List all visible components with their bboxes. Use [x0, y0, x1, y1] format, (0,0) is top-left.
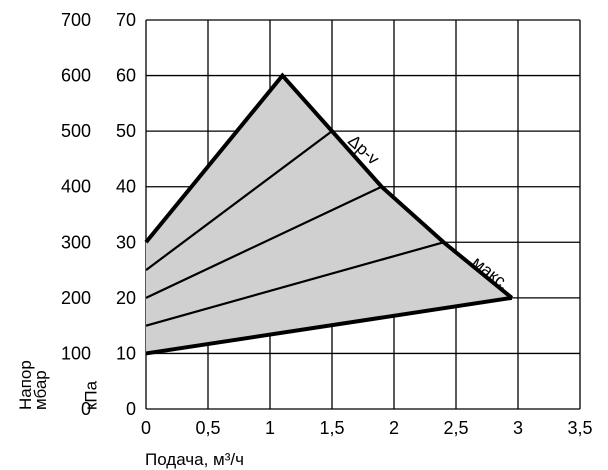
y-tick-label-mbar: 700 — [61, 10, 91, 30]
x-tick-label: 0,5 — [195, 418, 220, 438]
delta-p-v-line-1 — [145, 241, 444, 327]
y-tick-label-kpa: 70 — [116, 10, 136, 30]
y-tick-label-kpa: 20 — [116, 288, 136, 308]
max-curve — [144, 72, 514, 300]
operating-area-fill — [146, 75, 512, 354]
x-tick-label: 1,5 — [319, 418, 344, 438]
y-tick-label-kpa: 0 — [126, 399, 136, 419]
y-tick-label-mbar: 100 — [61, 343, 91, 363]
min-curve — [145, 295, 513, 356]
curve-lines — [144, 72, 514, 356]
y-axis-title-line1: Напор — [16, 360, 35, 410]
y-axis-title-line2: мбар — [31, 370, 50, 410]
x-tick-label: 2 — [389, 418, 399, 438]
y-tick-label-kpa: 50 — [116, 121, 136, 141]
delta-p-v-line-2 — [145, 185, 383, 299]
x-tick-label: 2,5 — [443, 418, 468, 438]
y-tick-label-kpa: 60 — [116, 66, 136, 86]
x-tick-label: 3,5 — [567, 418, 592, 438]
y-tick-label-kpa: 40 — [116, 177, 136, 197]
y-axis-title-kpa: кПа — [81, 380, 100, 410]
delta-p-v-line-3 — [145, 130, 333, 271]
operating-area — [146, 75, 512, 354]
y-tick-label-kpa: 30 — [116, 232, 136, 252]
y-tick-label-mbar: 500 — [61, 121, 91, 141]
x-tick-label: 1 — [265, 418, 275, 438]
y-tick-label-mbar: 0 — [81, 399, 91, 419]
y-tick-label-kpa: 10 — [116, 343, 136, 363]
x-tick-label: 3 — [513, 418, 523, 438]
y-tick-label-mbar: 300 — [61, 232, 91, 252]
x-axis-title: Подача, м³/ч — [145, 450, 244, 469]
x-tick-label: 0 — [141, 418, 151, 438]
y-tick-label-mbar: 600 — [61, 66, 91, 86]
tick-labels: 0 0,5 1 1,5 2 2,5 3 3,5 0 100 200 300 400 500 600 700 0 1… — [61, 10, 593, 438]
y-axis-title-mbar: Напор мбар — [16, 355, 50, 410]
y-tick-label-mbar: 200 — [61, 288, 91, 308]
y-tick-label-mbar: 400 — [61, 177, 91, 197]
